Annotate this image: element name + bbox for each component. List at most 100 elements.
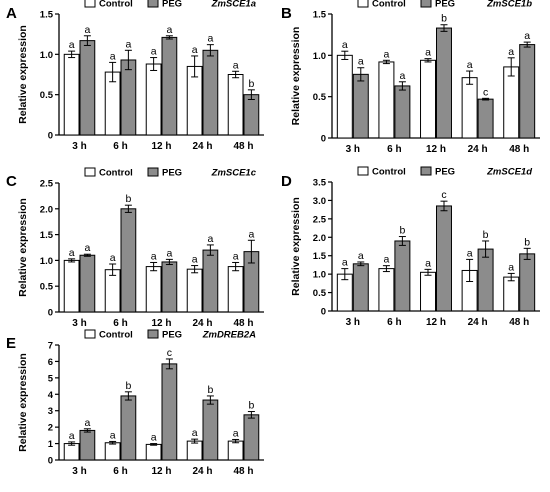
legend-label-control: Control bbox=[99, 168, 133, 179]
significance-letter: a bbox=[358, 56, 364, 68]
y-tick-label: 1.0 bbox=[40, 50, 53, 61]
significance-letter: a bbox=[508, 46, 514, 58]
significance-letter: a bbox=[207, 233, 213, 245]
significance-letter: b bbox=[248, 78, 254, 90]
significance-letter: b bbox=[248, 400, 254, 412]
bar-control bbox=[145, 266, 162, 313]
bar-peg bbox=[79, 254, 96, 313]
chart-svg: E 0 1 2 3 4 5 6 7 Relative expression Control PEG Zm… bbox=[6, 329, 264, 477]
chart-panel-c: C 0 0.5 1.0 1.5 2.0 2.5 Relative expression Cont… bbox=[0, 167, 272, 336]
bar-control bbox=[63, 53, 80, 136]
significance-letter: a bbox=[383, 254, 389, 266]
x-tick-label: 48 h bbox=[509, 317, 529, 328]
bar-control bbox=[186, 268, 203, 313]
significance-letter: a bbox=[151, 46, 157, 58]
bar-peg bbox=[202, 399, 219, 461]
y-tick-label: 0 bbox=[48, 308, 53, 319]
y-tick-label: 2.0 bbox=[40, 204, 53, 215]
legend-swatch-control bbox=[84, 167, 96, 177]
x-tick-label: 6 h bbox=[387, 144, 401, 155]
bar-control bbox=[145, 63, 162, 136]
bar-control bbox=[420, 59, 437, 139]
y-tick-label: 2 bbox=[48, 423, 53, 434]
significance-letter: a bbox=[166, 24, 172, 36]
legend-swatch-control bbox=[84, 0, 96, 8]
significance-letter: a bbox=[508, 261, 514, 273]
bar-control bbox=[503, 276, 520, 312]
legend-swatch-peg bbox=[420, 0, 432, 8]
bar-control bbox=[336, 54, 353, 139]
significance-letter: b bbox=[125, 380, 131, 392]
significance-letter: a bbox=[69, 247, 75, 259]
bar-peg bbox=[394, 85, 411, 139]
significance-letter: a bbox=[399, 70, 405, 82]
significance-letter: a bbox=[342, 39, 348, 51]
y-tick-label: 3.0 bbox=[313, 196, 326, 207]
legend-swatch-control bbox=[357, 166, 369, 176]
significance-letter: a bbox=[192, 254, 198, 266]
y-tick-label: 7 bbox=[48, 341, 53, 352]
bar-peg bbox=[243, 94, 260, 136]
x-tick-label: 6 h bbox=[113, 466, 127, 477]
chart-svg: B 0 0.5 1.0 1.5 Relative expression Control PEG… bbox=[281, 0, 540, 155]
x-tick-label: 3 h bbox=[72, 466, 86, 477]
panel-letter: C bbox=[6, 173, 17, 190]
y-tick-label: 2.0 bbox=[313, 233, 326, 244]
significance-letter: a bbox=[84, 242, 90, 254]
bar-control bbox=[227, 74, 244, 136]
y-tick-label: 6 bbox=[48, 357, 53, 368]
significance-letter: a bbox=[425, 257, 431, 269]
significance-letter: a bbox=[84, 417, 90, 429]
bar-control bbox=[104, 442, 121, 461]
legend-label-control: Control bbox=[372, 0, 406, 10]
legend-swatch-peg bbox=[147, 167, 159, 177]
significance-letter: c bbox=[483, 86, 488, 98]
significance-letter: b bbox=[483, 229, 489, 241]
y-tick-label: 0 bbox=[321, 134, 326, 145]
x-tick-label: 3 h bbox=[72, 141, 86, 152]
significance-letter: b bbox=[441, 13, 447, 25]
significance-letter: a bbox=[467, 59, 473, 71]
significance-letter: a bbox=[151, 250, 157, 262]
significance-letter: a bbox=[425, 47, 431, 59]
bar-control bbox=[63, 259, 80, 313]
y-axis-label: Relative expression bbox=[17, 198, 29, 297]
chart-panel-e: E 0 1 2 3 4 5 6 7 Relative expression Control PEG Zm… bbox=[0, 329, 272, 490]
significance-letter: a bbox=[125, 38, 131, 50]
significance-letter: a bbox=[192, 44, 198, 56]
legend-label-peg: PEG bbox=[435, 167, 455, 178]
significance-letter: a bbox=[233, 250, 239, 262]
chart-panel-b: B 0 0.5 1.0 1.5 Relative expression Control PEG… bbox=[275, 0, 550, 165]
significance-letter: a bbox=[342, 257, 348, 269]
bar-peg bbox=[120, 59, 137, 136]
y-tick-label: 4 bbox=[48, 390, 54, 401]
gene-title: ZmDREB2A bbox=[202, 330, 256, 341]
significance-letter: a bbox=[151, 432, 157, 444]
gene-title: ZmSCE1d bbox=[486, 167, 532, 178]
y-axis-label: Relative expression bbox=[17, 353, 29, 452]
bar-control bbox=[420, 271, 437, 312]
significance-letter: a bbox=[467, 247, 473, 259]
significance-letter: b bbox=[207, 384, 213, 396]
bar-control bbox=[503, 66, 520, 139]
bar-peg bbox=[477, 248, 494, 312]
x-tick-label: 48 h bbox=[233, 141, 253, 152]
gene-title: ZmSCE1c bbox=[211, 168, 257, 179]
bar-peg bbox=[202, 49, 219, 136]
y-tick-label: 1.5 bbox=[40, 10, 54, 21]
bar-control bbox=[145, 443, 162, 461]
bar-control bbox=[378, 61, 395, 139]
panel-letter: E bbox=[6, 335, 16, 352]
bar-peg bbox=[202, 249, 219, 313]
gene-title: ZmSCE1b bbox=[486, 0, 532, 10]
legend-label-control: Control bbox=[99, 0, 133, 10]
bar-peg bbox=[394, 240, 411, 312]
x-tick-label: 12 h bbox=[151, 318, 171, 329]
x-tick-label: 48 h bbox=[233, 466, 253, 477]
significance-letter: a bbox=[84, 24, 90, 36]
y-tick-label: 1.5 bbox=[40, 230, 54, 241]
legend-label-control: Control bbox=[372, 167, 406, 178]
x-tick-label: 24 h bbox=[192, 466, 212, 477]
y-axis-label: Relative expression bbox=[290, 197, 302, 296]
